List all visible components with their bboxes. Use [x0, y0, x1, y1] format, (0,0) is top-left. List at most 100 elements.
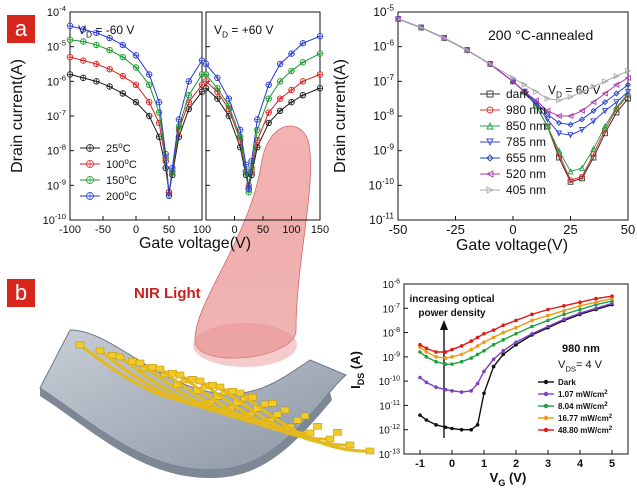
series-point [265, 109, 272, 116]
legend-marker [486, 154, 494, 162]
x-tick-label: 0 [449, 458, 455, 470]
series-point [469, 389, 474, 393]
electrode-line [239, 391, 371, 453]
series-point [578, 127, 586, 134]
series-point [443, 362, 448, 366]
panel-label-a: a [7, 15, 35, 43]
series-point [162, 150, 169, 158]
legend-label: Dark [558, 378, 576, 387]
y-axis-label: IDS (A) [348, 351, 366, 389]
series-point [491, 342, 496, 347]
series-point [424, 346, 429, 351]
y-tick-label: 10-11 [379, 400, 400, 413]
series-point [198, 88, 206, 95]
electrode-pad [273, 411, 282, 418]
y-tick-label: 10-7 [373, 72, 394, 88]
x-tick-label: -1 [415, 458, 425, 470]
series-point [578, 311, 582, 315]
series-point [443, 425, 448, 430]
series-point [556, 97, 563, 104]
y-tick-label: 10-4 [47, 4, 67, 19]
series-point [567, 93, 574, 101]
series-point [594, 306, 598, 311]
legend-label: 520 nm [506, 167, 546, 181]
series-point [316, 85, 324, 92]
series-point [169, 164, 176, 172]
series-point [66, 53, 74, 61]
series-point [424, 355, 429, 359]
x-tick-label: 0 [133, 224, 139, 236]
series-point [482, 340, 486, 345]
legend-marker [86, 176, 94, 184]
electrode-pad [293, 417, 302, 424]
series-point [501, 338, 506, 342]
series-point [434, 350, 438, 354]
series-point [214, 85, 221, 92]
legend-label: 655 nm [506, 151, 546, 165]
y-tick-label: 10-9 [383, 351, 400, 364]
series-point [546, 313, 550, 318]
bias-annotation: VD = -60 V [78, 23, 134, 40]
electrode-array [75, 341, 375, 455]
series-point [555, 130, 563, 137]
series-point [145, 112, 153, 120]
series-point [450, 362, 454, 366]
x-tick-label: 0 [231, 224, 237, 236]
series-point [175, 123, 183, 130]
series-point [530, 312, 534, 317]
y-tick-label: 10-9 [47, 177, 66, 192]
x-tick-label: -50 [95, 224, 111, 236]
series-point [106, 65, 113, 73]
series-point [299, 91, 307, 99]
series-point [288, 67, 295, 75]
series-point [459, 427, 464, 432]
series-point [225, 95, 232, 102]
legend-marker [86, 160, 94, 168]
legend-marker [486, 121, 494, 130]
bias-annotation: VD = 60 V [548, 83, 600, 100]
electrode-pad [75, 341, 85, 349]
chart-b-optical-power: -1 0 1 2 3 4 5 10-13 10-12 10-11 10-10 10-9 10-8 10-7… [348, 279, 629, 488]
series-point [613, 73, 620, 80]
series-point [66, 22, 74, 30]
series-point [514, 325, 518, 330]
legend-label: 200oC [106, 189, 137, 203]
legend-label: 1.07 mW/cm2 [558, 390, 608, 399]
series-point [424, 380, 429, 385]
series-point [395, 15, 402, 23]
series-point [613, 90, 620, 97]
legend-label: dark [506, 87, 530, 101]
y-tick-label: 10-6 [47, 73, 66, 88]
series-point [236, 133, 244, 140]
series-point [132, 98, 140, 106]
series-point [601, 99, 609, 106]
x-tick-label: -25 [446, 222, 465, 237]
series-point [601, 122, 609, 130]
series-point [532, 97, 539, 104]
series-point [625, 67, 632, 75]
series-point [242, 168, 250, 175]
x-axis-label: VG (V) [490, 470, 527, 488]
series-point [469, 356, 474, 360]
series-point [601, 107, 609, 115]
series-point [265, 95, 272, 102]
series-point [106, 83, 113, 90]
series-point [214, 95, 221, 102]
series-point [501, 352, 506, 357]
series-point [590, 145, 597, 152]
series-point [276, 107, 284, 114]
series-point [185, 91, 192, 99]
chart-a-temperature: -100 -50 0 50 100 VD = -60 V 0 50 100 150 VD = +60… [9, 4, 329, 252]
legend-label: 25oC [106, 141, 131, 155]
series-point [434, 423, 438, 427]
y-tick-label: 10-6 [373, 37, 394, 53]
series-point [418, 350, 422, 354]
series-point [132, 64, 140, 71]
series-point [79, 57, 87, 64]
series-point [155, 98, 163, 106]
electrode-pad [95, 347, 105, 355]
series-point [132, 81, 140, 88]
legend-marker [543, 415, 549, 421]
series-point [214, 74, 221, 82]
series-point [245, 185, 252, 192]
